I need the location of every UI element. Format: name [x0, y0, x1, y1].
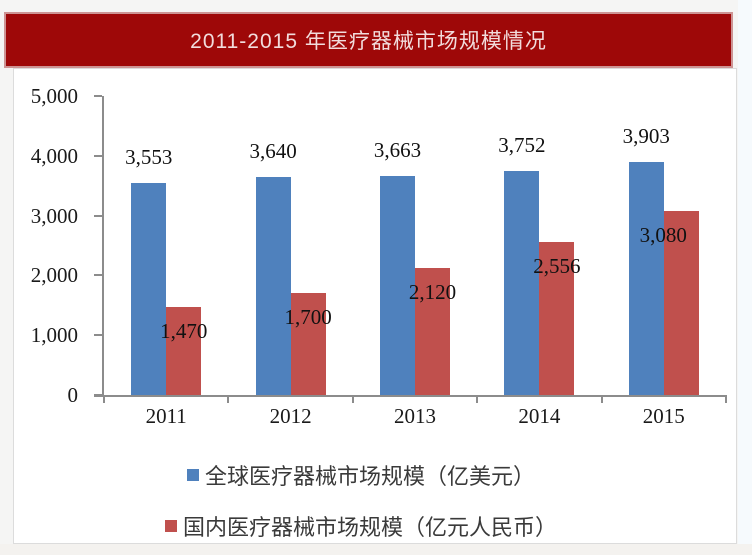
bar-domestic-2014	[539, 242, 575, 395]
x-axis-tick	[227, 395, 230, 403]
x-axis-category-label: 2014	[518, 404, 561, 428]
bar-domestic-2012	[290, 293, 326, 395]
bar-domestic-2011	[166, 307, 202, 395]
legend: 全球医疗器械市场规模（亿美元） 国内医疗器械市场规模（亿元人民币）	[14, 459, 736, 542]
legend-label-domestic: 国内医疗器械市场规模（亿元人民币）	[182, 515, 557, 540]
legend-label-global: 全球医疗器械市场规模（亿美元）	[204, 464, 535, 489]
y-axis-tick-label: 1,000	[30, 323, 78, 348]
bar-global-2014	[504, 170, 540, 395]
value-label-domestic-2014: 2,556	[533, 254, 581, 279]
y-axis-line	[102, 96, 104, 397]
x-axis-category-label: 2012	[269, 404, 312, 428]
bar-global-2013	[380, 175, 415, 395]
x-axis-line	[94, 395, 726, 397]
x-axis-tick	[103, 395, 105, 403]
plot-area: 0 1,000 2,000 3,000 4,000 5,000 3,553 1,470 2011…	[14, 69, 736, 543]
value-label-global-2014: 3,752	[498, 132, 546, 157]
bar-global-2011	[131, 182, 167, 395]
value-label-global-2015: 3,903	[622, 123, 670, 148]
y-axis-tick-label: 5,000	[30, 84, 78, 108]
y-axis-tick	[94, 95, 102, 97]
x-axis-category-label: 2015	[642, 404, 685, 428]
legend-color-swatch-domestic	[164, 520, 177, 532]
value-label-global-2012: 3,640	[249, 139, 297, 164]
y-axis-tick-label: 0	[67, 383, 79, 407]
y-axis-tick	[94, 154, 102, 157]
value-label-domestic-2011: 1,470	[160, 319, 208, 344]
value-label-domestic-2015: 3,080	[639, 222, 687, 247]
value-label-domestic-2013: 2,120	[408, 280, 457, 305]
bar-domestic-2013	[415, 268, 450, 395]
right-margin-strip	[738, 0, 752, 555]
chart-container: 0 1,000 2,000 3,000 4,000 5,000 3,553 1,470 2011…	[13, 68, 737, 544]
value-label-global-2011: 3,553	[125, 144, 173, 169]
x-axis-tick	[351, 395, 354, 403]
bar-global-2015	[628, 161, 664, 395]
bar-domestic-2015	[663, 210, 699, 395]
value-label-global-2013: 3,663	[373, 137, 422, 162]
x-axis-tick	[600, 395, 603, 403]
y-axis-tick	[94, 334, 102, 337]
x-axis-category-label: 2011	[145, 404, 187, 428]
y-axis-tick-label: 3,000	[30, 203, 78, 228]
x-axis-tick	[725, 395, 727, 403]
x-axis-tick	[476, 395, 479, 403]
y-axis-tick-label: 2,000	[30, 263, 78, 288]
legend-item-domestic: 国内医疗器械市场规模（亿元人民币）	[164, 510, 557, 542]
bar-global-2012	[255, 177, 291, 395]
value-label-domestic-2012: 1,700	[284, 305, 332, 330]
bottom-margin-strip	[0, 544, 752, 555]
chart-title-banner: 2011-2015 年医疗器械市场规模情况	[4, 12, 733, 68]
y-axis-tick	[94, 214, 102, 217]
x-axis-category-label: 2013	[394, 404, 436, 428]
legend-color-swatch-global	[186, 469, 199, 481]
y-axis-tick	[94, 394, 102, 396]
chart-title: 2011-2015 年医疗器械市场规模情况	[190, 30, 547, 53]
y-axis-tick-label: 4,000	[30, 143, 78, 168]
y-axis-tick	[94, 274, 102, 277]
legend-item-global: 全球医疗器械市场规模（亿美元）	[186, 459, 535, 491]
